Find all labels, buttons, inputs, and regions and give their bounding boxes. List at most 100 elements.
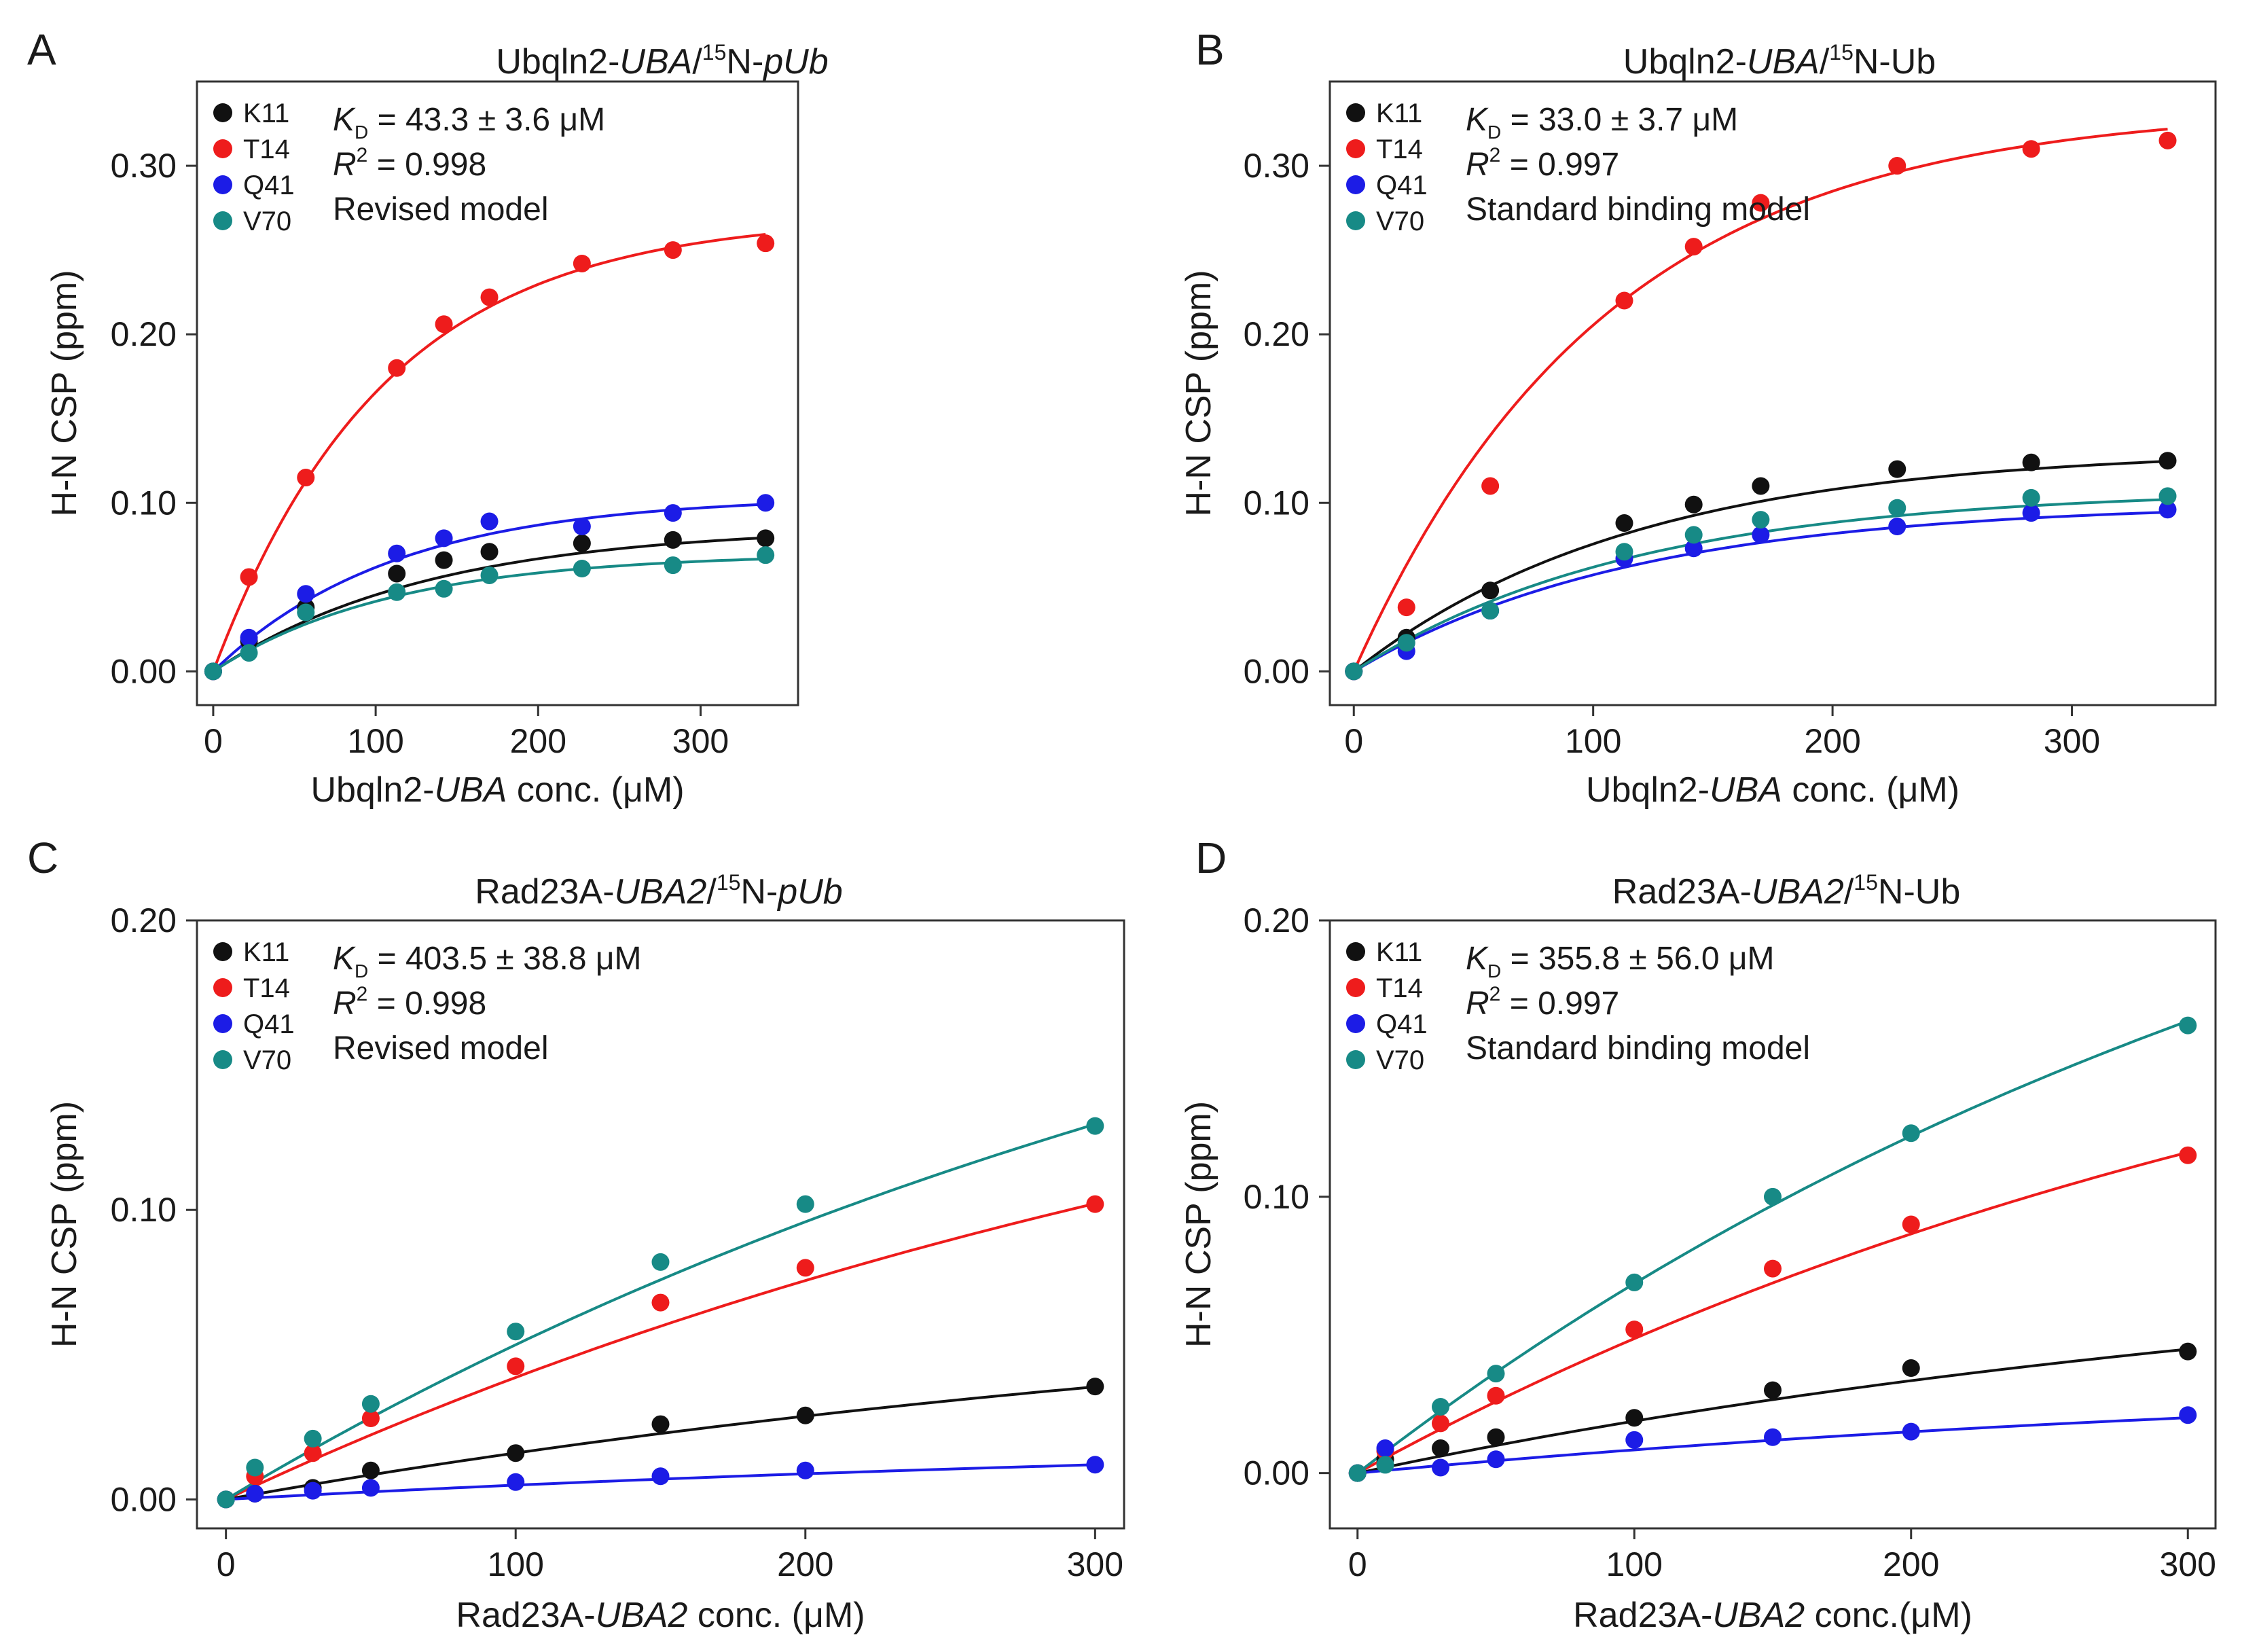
fit-curve-t14 (225, 1202, 1096, 1501)
data-point-t14 (361, 1409, 380, 1428)
data-point-v70 (1888, 499, 1906, 517)
data-point-q41 (1625, 1431, 1644, 1449)
legend-marker-v70 (213, 1050, 232, 1069)
title-part: / (692, 42, 702, 82)
r2-superscript: 2 (357, 144, 368, 166)
data-point-v70 (1625, 1273, 1644, 1291)
data-point-k11 (796, 1406, 814, 1424)
data-point-q41 (246, 1484, 264, 1503)
x-axis-label-part: UBA2 (1712, 1596, 1805, 1635)
kd-annotation: KD = 355.8 ± 56.0 μM (1466, 941, 1774, 982)
kd-value: = 403.5 ± 38.8 μM (368, 941, 641, 977)
panel-b: B Ubqln2-UBA/15N-Ub0 100 200 3000.000.100.20… (1179, 25, 2217, 810)
kd-annotation: KD = 403.5 ± 38.8 μM (333, 941, 641, 982)
kd-value: = 355.8 ± 56.0 μM (1501, 941, 1774, 977)
data-point-t14 (796, 1259, 814, 1277)
x-axis-label-part: Ubqln2- (1586, 770, 1710, 810)
data-point-q41 (240, 628, 258, 647)
model-annotation: Standard binding model (1466, 1030, 1810, 1066)
x-tick-label: 300 (1067, 1545, 1123, 1583)
x-tick-label: 300 (672, 722, 729, 760)
data-point-v70 (664, 556, 682, 575)
title-part: UBA (1747, 42, 1820, 82)
data-point-v70 (1902, 1124, 1920, 1143)
kd-subscript: D (355, 960, 368, 982)
kd-annotation: KD = 33.0 ± 3.7 μM (1466, 102, 1738, 143)
r2-superscript: 2 (1489, 983, 1501, 1005)
data-point-q41 (1432, 1458, 1449, 1477)
y-tick-label: 0.20 (1244, 315, 1309, 353)
legend-marker-t14 (1346, 139, 1365, 158)
data-point-q41 (664, 504, 682, 522)
data-point-v70 (651, 1253, 670, 1271)
model-annotation: Revised model (333, 1030, 548, 1066)
data-point-q41 (480, 512, 499, 531)
data-point-q41 (1888, 518, 1906, 536)
data-point-k11 (388, 564, 406, 583)
r2-annotation: R2 = 0.998 (333, 983, 486, 1022)
x-tick-label: 0 (1348, 1545, 1367, 1583)
x-axis-label-part: conc. (μM) (1782, 770, 1959, 810)
data-point-v70 (1348, 1464, 1367, 1482)
legend-marker-q41 (213, 1014, 232, 1033)
x-axis-label-part: UBA2 (596, 1596, 688, 1635)
data-point-t14 (1902, 1215, 1920, 1234)
fit-curve-k11 (1357, 1348, 2188, 1475)
legend-label: Q41 (243, 170, 295, 200)
data-point-t14 (1086, 1195, 1104, 1213)
data-point-v70 (1345, 662, 1363, 681)
y-axis-label: H-N CSP (ppm) (1179, 1101, 1218, 1348)
legend-marker-t14 (1346, 978, 1365, 997)
kd-symbol: K (333, 941, 356, 977)
data-point-v70 (1086, 1117, 1104, 1135)
data-point-v70 (1487, 1365, 1505, 1383)
kd-subscript: D (1487, 122, 1501, 143)
y-tick-label: 0.10 (111, 484, 177, 522)
legend-marker-q41 (1346, 1014, 1365, 1033)
x-tick-label: 300 (2160, 1545, 2216, 1583)
legend-marker-t14 (213, 978, 232, 997)
panel-letter: B (1195, 25, 1225, 74)
x-tick-label: 200 (1804, 722, 1860, 760)
plot-frame (196, 919, 1125, 1530)
data-point-t14 (1615, 291, 1633, 310)
y-axis-label: H-N CSP (ppm) (1179, 270, 1218, 516)
legend-label: T14 (1376, 134, 1423, 164)
data-point-v70 (480, 566, 499, 584)
r2-annotation: R2 = 0.997 (1466, 144, 1619, 183)
data-point-t14 (1397, 598, 1415, 617)
fit-curve-v70 (1356, 1020, 2188, 1475)
data-point-v70 (388, 583, 406, 601)
data-point-t14 (2179, 1146, 2197, 1164)
legend-marker-v70 (1346, 211, 1365, 230)
data-point-k11 (1432, 1439, 1449, 1458)
data-point-k11 (1764, 1381, 1782, 1399)
data-point-q41 (388, 544, 406, 562)
legend-label: V70 (1376, 206, 1424, 236)
data-point-q41 (1902, 1422, 1920, 1441)
chart-title: Ubqln2-UBA/15N-pUb (496, 40, 828, 82)
legend-marker-v70 (213, 211, 232, 230)
chart-title: Ubqln2-UBA/15N-Ub (1623, 40, 1936, 82)
x-axis-label-part: conc.(μM) (1805, 1596, 1972, 1635)
legend-label: Q41 (243, 1009, 295, 1039)
chart-title: Rad23A-UBA2/15N-Ub (1612, 870, 1960, 912)
data-point-q41 (1376, 1439, 1394, 1458)
data-point-t14 (2158, 131, 2177, 149)
data-point-v70 (217, 1490, 235, 1509)
data-point-k11 (1615, 514, 1633, 533)
x-axis-label: Rad23A-UBA2 conc. (μM) (456, 1596, 865, 1635)
data-point-k11 (1086, 1378, 1104, 1396)
legend-label: Q41 (1376, 1009, 1428, 1039)
kd-annotation: KD = 43.3 ± 3.6 μM (333, 102, 605, 143)
y-tick-label: 0.10 (1244, 484, 1309, 522)
title-part: Ubqln2- (1623, 42, 1747, 82)
x-tick-label: 100 (1606, 1545, 1663, 1583)
legend-marker-q41 (213, 175, 232, 194)
r2-symbol: R (333, 986, 357, 1022)
title-part: / (1820, 42, 1830, 82)
x-tick-label: 0 (217, 1545, 236, 1583)
